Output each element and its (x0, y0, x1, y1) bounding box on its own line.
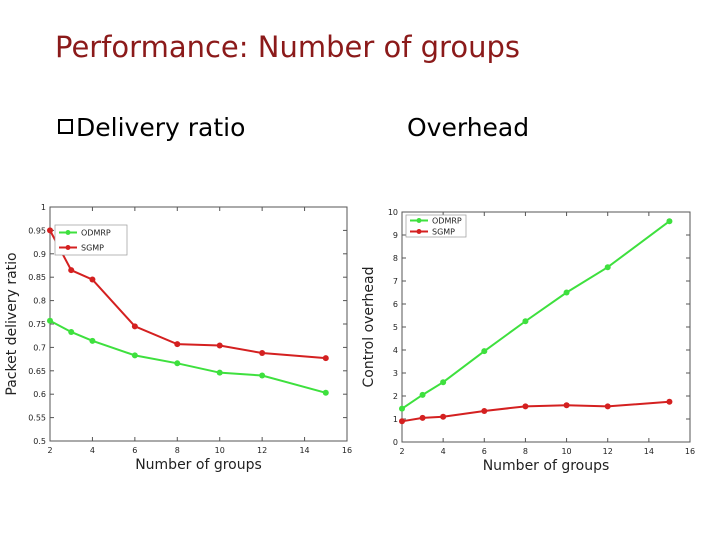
checkbox-bullet-icon (58, 118, 73, 134)
legend-box (54, 224, 128, 256)
slide-title: Performance: Number of groups (55, 30, 520, 64)
x-tick-label: 16 (685, 447, 695, 456)
data-point-sgmp (47, 227, 53, 234)
data-point-odmrp (89, 337, 96, 344)
data-point-odmrp (399, 405, 405, 412)
y-tick-label: 8 (393, 254, 398, 263)
data-point-odmrp (563, 289, 570, 296)
data-point-sgmp (399, 418, 405, 425)
data-point-odmrp (174, 360, 181, 367)
data-point-odmrp (419, 391, 426, 398)
y-tick-label: 10 (388, 208, 398, 217)
data-point-odmrp (47, 317, 53, 324)
legend-marker (416, 229, 422, 234)
data-point-sgmp (481, 407, 488, 414)
data-point-sgmp (666, 398, 673, 405)
delivery-ratio-chart: 2 4 6 8 10 12 14 16 0.5 0.55 0.6 0.65 0.7 0.75 0.8 0.85… (4, 203, 352, 473)
bullet-label: Overhead (407, 113, 530, 142)
y-tick-label: 9 (393, 231, 398, 240)
data-point-sgmp (174, 341, 181, 348)
bullet-label: Delivery ratio (76, 113, 246, 142)
y-tick-label: 0.9 (33, 250, 46, 259)
data-point-odmrp (131, 352, 138, 359)
series-line-sgmp (401, 400, 670, 423)
y-axis-label: Control overhead (361, 267, 377, 388)
data-point-sgmp (322, 355, 329, 362)
data-point-sgmp (419, 414, 426, 421)
x-tick-label: 6 (482, 447, 487, 456)
x-axis-label: Number of groups (135, 457, 262, 473)
data-point-odmrp (259, 372, 266, 379)
data-point-sgmp (89, 276, 96, 283)
x-tick-label: 8 (175, 446, 180, 455)
y-tick-label: 1 (41, 203, 46, 212)
legend-label: SGMP (432, 228, 455, 237)
x-axis-label: Number of groups (483, 458, 610, 474)
y-tick-label: 1 (393, 415, 398, 424)
x-tick-label: 10 (215, 446, 225, 455)
y-tick-label: 0.95 (28, 226, 46, 235)
data-point-sgmp (216, 342, 223, 349)
y-tick-label: 2 (393, 392, 398, 401)
y-tick-label: 0.75 (28, 320, 46, 329)
x-tick-label: 14 (644, 447, 654, 456)
data-point-odmrp (440, 379, 447, 386)
legend-label: ODMRP (432, 217, 462, 226)
legend-marker (65, 245, 71, 250)
y-tick-label: 0.6 (33, 390, 46, 399)
data-point-sgmp (522, 403, 529, 410)
bullet-delivery-ratio: Delivery ratio (58, 113, 245, 142)
data-point-odmrp (216, 369, 223, 376)
y-tick-label: 0.55 (28, 414, 46, 423)
y-tick-label: 0.8 (33, 297, 46, 306)
legend-marker (416, 218, 422, 223)
x-tick-label: 2 (47, 446, 52, 455)
x-tick-label: 4 (90, 446, 95, 455)
series-line-odmrp (401, 220, 671, 410)
series-line-odmrp (49, 319, 327, 394)
y-tick-label: 7 (393, 277, 398, 286)
bullet-overhead: Overhead (407, 113, 529, 142)
data-point-sgmp (440, 413, 447, 420)
legend-marker (65, 230, 71, 235)
y-axis-label: Packet delivery ratio (4, 252, 20, 395)
x-tick-label: 14 (299, 446, 309, 455)
data-point-odmrp (481, 348, 488, 355)
legend-label: ODMRP (81, 229, 111, 238)
x-tick-label: 8 (523, 447, 528, 456)
x-tick-label: 16 (342, 446, 352, 455)
y-tick-label: 4 (393, 346, 398, 355)
data-point-odmrp (522, 318, 529, 325)
y-tick-label: 5 (393, 323, 398, 332)
x-tick-label: 2 (399, 447, 404, 456)
data-point-odmrp (322, 389, 329, 396)
x-tick-label: 12 (257, 446, 267, 455)
plot-frame (401, 211, 691, 443)
y-tick-label: 0.5 (33, 437, 46, 446)
data-point-odmrp (68, 328, 75, 335)
data-point-sgmp (131, 323, 138, 330)
data-point-sgmp (259, 350, 266, 357)
data-point-sgmp (604, 403, 611, 410)
y-tick-label: 0.85 (28, 273, 46, 282)
y-tick-label: 6 (393, 300, 398, 309)
data-point-sgmp (68, 267, 75, 274)
series-line-sgmp (49, 229, 326, 360)
y-tick-label: 0.65 (28, 367, 46, 376)
x-tick-label: 6 (132, 446, 137, 455)
legend-label: SGMP (81, 244, 104, 253)
data-point-sgmp (563, 402, 570, 409)
y-tick-label: 0.7 (33, 343, 46, 352)
data-point-odmrp (666, 218, 673, 225)
y-tick-label: 0 (393, 438, 398, 447)
x-tick-label: 12 (603, 447, 613, 456)
x-tick-label: 4 (441, 447, 446, 456)
x-tick-label: 10 (561, 447, 571, 456)
y-tick-label: 3 (393, 369, 398, 378)
data-point-odmrp (604, 264, 611, 271)
